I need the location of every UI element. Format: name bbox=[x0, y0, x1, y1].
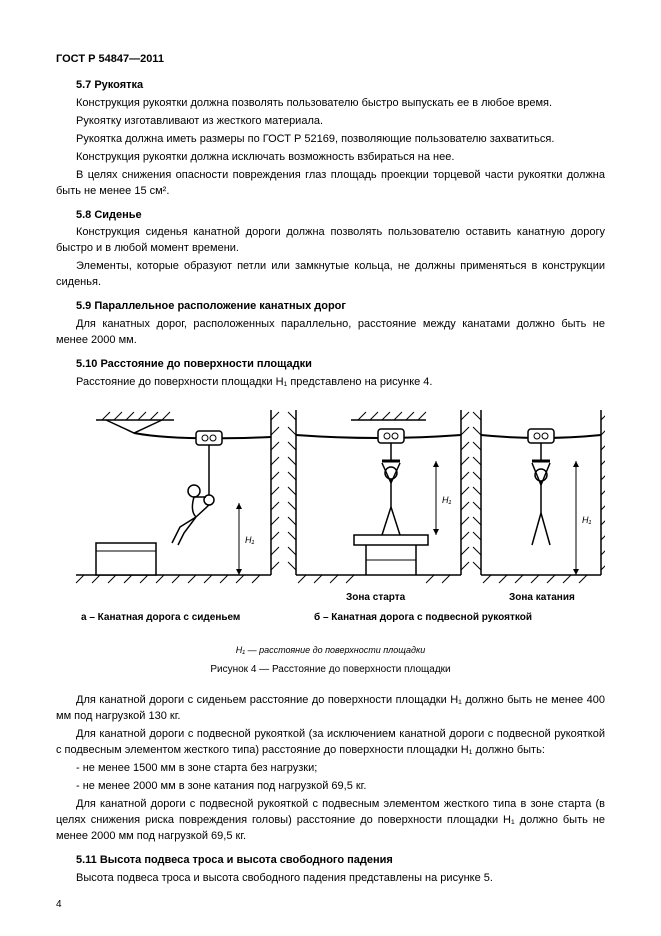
fig-note: H₁ — расстояние до поверхности площадки bbox=[56, 644, 605, 657]
sec-5-8-title: 5.8 Сиденье bbox=[56, 208, 605, 224]
p-5-7-3: Рукоятка должна иметь размеры по ГОСТ Р … bbox=[56, 132, 605, 148]
p-after-d1: - не менее 1500 мм в зоне старта без наг… bbox=[56, 761, 605, 777]
p-after-3: Для канатной дороги с подвесной рукоятко… bbox=[56, 797, 605, 845]
p-5-7-5: В целях снижения опасности повреждения г… bbox=[56, 168, 605, 200]
fig-zone-start: Зона старта bbox=[346, 592, 406, 603]
sec-5-9-title: 5.9 Параллельное расположение канатных д… bbox=[56, 299, 605, 315]
doc-header: ГОСТ Р 54847—2011 bbox=[56, 52, 605, 68]
fig-label-a: а – Канатная дорога с сиденьем bbox=[81, 612, 240, 623]
sec-5-7-title: 5.7 Рукоятка bbox=[56, 78, 605, 94]
p-5-7-2: Рукоятку изготавливают из жесткого матер… bbox=[56, 114, 605, 130]
p-5-9-1: Для канатных дорог, расположенных паралл… bbox=[56, 317, 605, 349]
fig-zone-ride: Зона катания bbox=[509, 592, 575, 603]
p-5-8-2: Элементы, которые образуют петли или зам… bbox=[56, 259, 605, 291]
figure-4: H₁ bbox=[56, 405, 605, 630]
sec-5-11-title: 5.11 Высота подвеса троса и высота свобо… bbox=[56, 853, 605, 869]
page-number: 4 bbox=[56, 899, 62, 910]
p-5-10-1: Расстояние до поверхности площадки H₁ пр… bbox=[56, 375, 605, 391]
fig-h1-b2: H₁ bbox=[582, 515, 591, 525]
fig-h1-b1: H₁ bbox=[442, 495, 451, 505]
p-after-d2: - не менее 2000 мм в зоне катания под на… bbox=[56, 779, 605, 795]
fig-label-b: б – Канатная дорога с подвесной рукоятко… bbox=[314, 611, 532, 623]
p-5-7-1: Конструкция рукоятки должна позволять по… bbox=[56, 96, 605, 112]
p-5-11-1: Высота подвеса троса и высота свободного… bbox=[56, 871, 605, 887]
p-5-8-1: Конструкция сиденья канатной дороги долж… bbox=[56, 225, 605, 257]
sec-5-10-title: 5.10 Расстояние до поверхности площадки bbox=[56, 357, 605, 373]
p-after-1: Для канатной дороги с сиденьем расстояни… bbox=[56, 693, 605, 725]
p-5-7-4: Конструкция рукоятки должна исключать во… bbox=[56, 150, 605, 166]
p-after-2: Для канатной дороги с подвесной рукоятко… bbox=[56, 727, 605, 759]
fig-caption: Рисунок 4 — Расстояние до поверхности пл… bbox=[56, 663, 605, 678]
fig-h1-a: H₁ bbox=[245, 535, 254, 545]
